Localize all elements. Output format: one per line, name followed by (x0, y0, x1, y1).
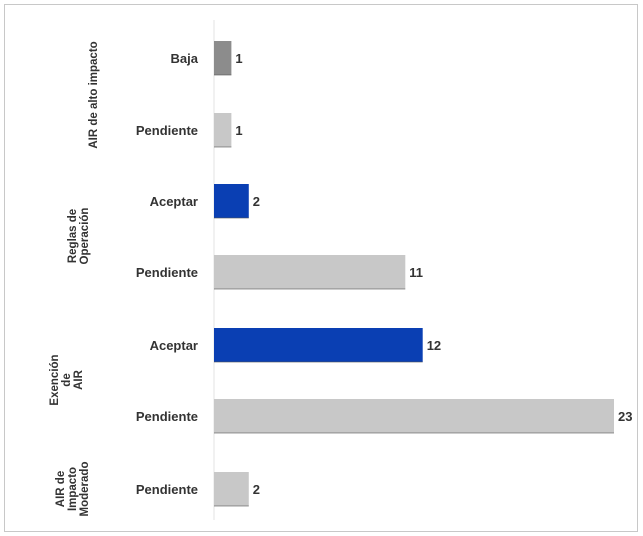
value-label: 12 (427, 338, 441, 353)
category-label: Aceptar (150, 338, 198, 353)
bar (214, 328, 423, 362)
group-label-line: Exención (49, 354, 61, 405)
group-label-line: Reglas de (67, 209, 79, 263)
value-label: 11 (409, 265, 423, 280)
category-label: Baja (171, 51, 199, 66)
group-label-line: Operación (79, 208, 91, 265)
group-label-line: Impacto (67, 467, 79, 511)
bar (214, 472, 249, 506)
group-label: AIR de alto impacto (88, 41, 100, 148)
value-label: 1 (235, 123, 242, 138)
bar (214, 184, 249, 218)
category-label: Pendiente (136, 265, 198, 280)
value-label: 2 (253, 194, 260, 209)
category-label: Aceptar (150, 194, 198, 209)
category-label: Pendiente (136, 409, 198, 424)
group-label: Reglas deOperación (67, 208, 91, 265)
value-label: 23 (618, 409, 632, 424)
bar (214, 399, 614, 433)
category-label: Pendiente (136, 482, 198, 497)
group-label: ExencióndeAIR (49, 354, 85, 405)
group-label-line: Moderado (79, 462, 91, 517)
group-label-line: de (61, 373, 73, 386)
value-label: 1 (235, 51, 242, 66)
bar (214, 41, 232, 75)
group-label-line: AIR de (55, 471, 67, 507)
group-label-line: AIR (73, 369, 85, 390)
value-label: 2 (253, 482, 260, 497)
bar (214, 255, 406, 289)
group-label-line: AIR de alto impacto (88, 41, 100, 148)
group-label: AIR deImpactoModerado (55, 462, 91, 517)
bar (214, 113, 232, 147)
category-label: Pendiente (136, 123, 198, 138)
